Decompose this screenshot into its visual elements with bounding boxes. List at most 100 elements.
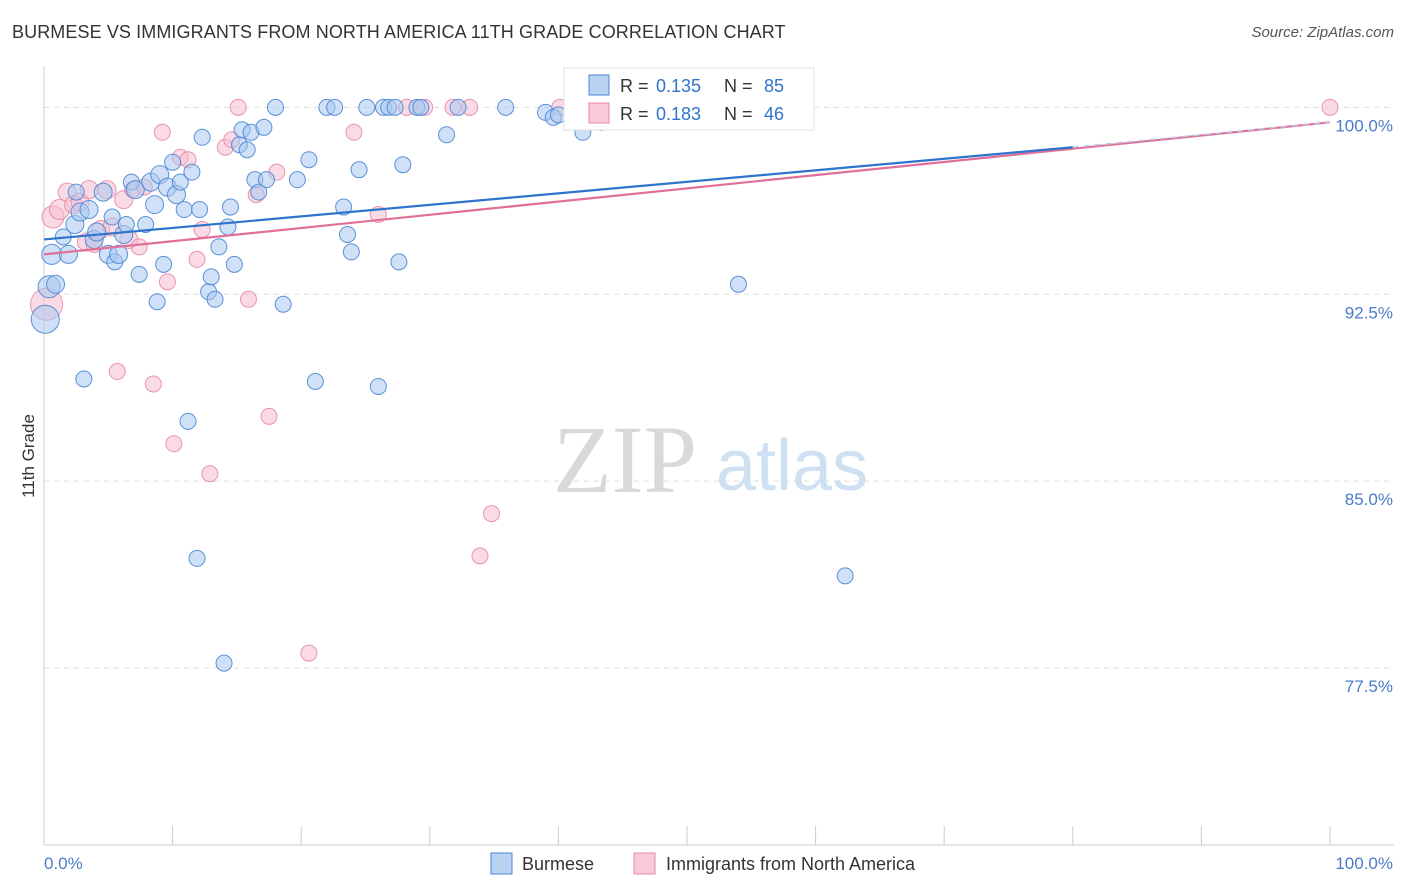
point-burmese-75 [438,126,456,144]
legend-top-r-value-2: 0.183 [656,104,701,124]
point-burmese-3 [46,274,66,294]
y-tick-label-2: 92.5% [1345,303,1393,322]
point-burmese-40 [202,268,220,286]
point-burmese-7 [67,183,85,201]
watermark: ZIP atlas [553,406,868,513]
point-immigrants-26 [201,465,219,483]
watermark-atlas: atlas [716,426,868,506]
point-immigrants-42 [483,505,501,523]
legend-top-r-label-1: R = [620,76,649,96]
point-burmese-55 [266,98,284,116]
legend-label-burmese: Burmese [522,854,594,874]
point-burmese-84 [836,567,854,585]
point-immigrants-19 [153,123,171,141]
point-burmese-46 [225,255,243,273]
point-burmese-35 [183,163,201,181]
legend-label-immigrants: Immigrants from North America [666,854,916,874]
point-burmese-34 [179,412,197,430]
point-immigrants-12 [108,363,126,381]
point-immigrants-29 [229,98,247,116]
point-burmese-12 [87,222,107,242]
point-burmese-22 [130,265,148,283]
legend-top-n-value-1: 85 [764,76,784,96]
point-burmese-32 [171,173,189,191]
point-burmese-36 [188,549,206,567]
point-burmese-72 [394,156,412,174]
point-burmese-49 [238,141,256,159]
point-burmese-62 [335,198,353,216]
legend-top-r-value-1: 0.135 [656,76,701,96]
point-burmese-58 [300,151,318,169]
point-burmese-43 [215,654,233,672]
y-tick-label-3: 100.0% [1335,116,1393,135]
point-burmese-38 [193,128,211,146]
legend-top: R = 0.135 N = 85 R = 0.183 N = 46 [563,67,815,131]
legend-top-n-value-2: 46 [764,104,784,124]
point-immigrants-34 [300,644,318,662]
point-burmese-9 [75,370,93,388]
series-immigrants-north-america [30,98,1339,662]
y-tick-label-1: 85.0% [1345,490,1393,509]
point-burmese-71 [390,253,408,271]
point-burmese-10 [79,200,99,220]
point-immigrants-30 [239,290,257,308]
legend-top-swatch-immigrants [588,102,610,124]
point-burmese-37 [191,201,209,219]
point-burmese-64 [342,243,360,261]
point-burmese-26 [148,293,166,311]
point-burmese-61 [326,98,344,116]
point-burmese-41 [206,290,224,308]
point-burmese-25 [145,195,165,215]
axes [43,66,1394,846]
trend-line-immigrants [43,121,1331,256]
point-immigrants-20 [158,273,176,291]
legend-top-n-label-2: N = [724,104,753,124]
point-burmese-63 [338,225,356,243]
point-burmese-21 [125,180,145,200]
point-burmese-65 [350,161,368,179]
y-tick-label-0: 77.5% [1345,677,1393,696]
point-burmese-54 [257,171,275,189]
gridlines [44,106,1394,669]
point-burmese-57 [288,171,306,189]
point-burmese-83 [729,275,747,293]
point-burmese-45 [221,198,239,216]
legend-bottom: Burmese Immigrants from North America [490,852,916,875]
point-immigrants-18 [144,375,162,393]
x-tick-labels: 0.0% 100.0% [44,854,1393,873]
legend-swatch-burmese [490,852,513,875]
point-immigrants-41 [471,547,489,565]
point-burmese-70 [386,98,404,116]
point-burmese-28 [155,255,173,273]
legend-top-swatch-burmese [588,74,610,96]
point-burmese-67 [369,377,387,395]
point-burmese-59 [306,372,324,390]
point-immigrants-35 [345,123,363,141]
point-immigrants-45 [1321,98,1339,116]
point-burmese-15 [103,208,121,226]
y-axis-label: 11th Grade [19,414,38,498]
point-burmese-77 [497,98,515,116]
point-burmese-42 [210,238,228,256]
point-burmese-66 [358,98,376,116]
point-burmese-17 [109,244,129,264]
y-tick-labels: 77.5% 85.0% 92.5% 100.0% [1335,116,1393,696]
legend-top-r-label-2: R = [620,104,649,124]
trend-line-burmese [43,146,1073,241]
point-burmese-30 [164,153,182,171]
watermark-zip: ZIP [553,406,697,513]
point-burmese-56 [274,295,292,313]
point-burmese-0 [30,304,60,334]
point-burmese-5 [58,244,78,264]
legend-swatch-immigrants [633,852,656,875]
point-burmese-53 [255,118,273,136]
point-burmese-13 [93,182,113,202]
x-tick-label-1: 100.0% [1335,854,1393,873]
chart-title: BURMESE VS IMMIGRANTS FROM NORTH AMERICA… [12,22,786,42]
point-burmese-74 [412,98,430,116]
point-burmese-23 [137,216,155,234]
point-burmese-52 [250,183,268,201]
legend-top-n-label-1: N = [724,76,753,96]
point-immigrants-21 [165,435,183,453]
